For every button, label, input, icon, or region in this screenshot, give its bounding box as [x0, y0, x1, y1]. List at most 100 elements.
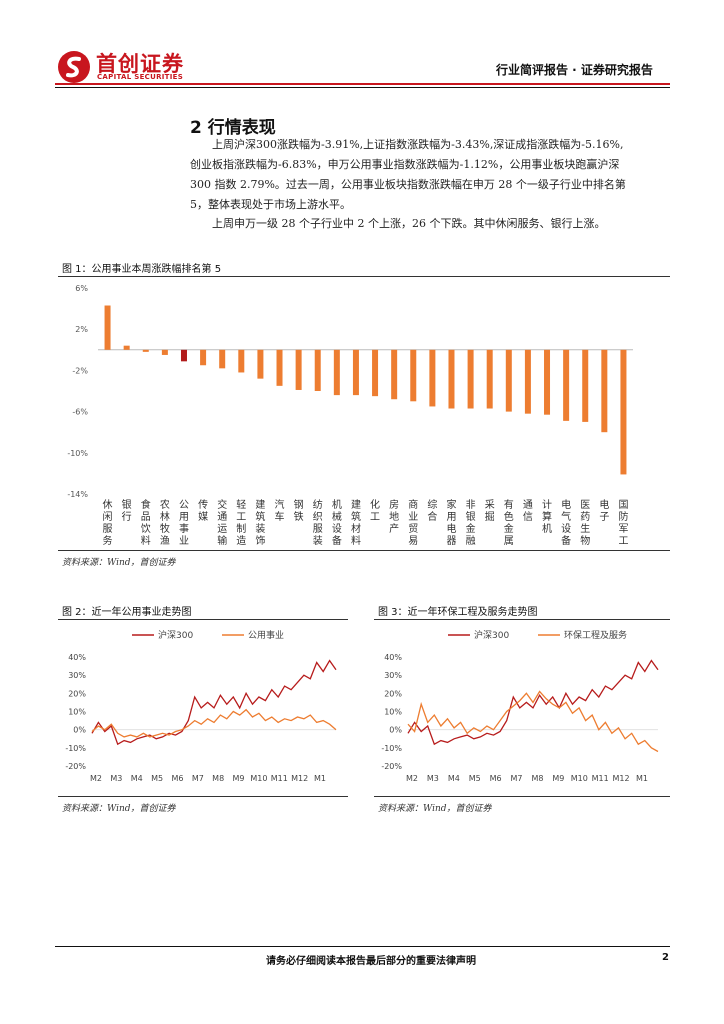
category-label-char: 钢 — [294, 498, 304, 511]
bar-传媒 — [200, 349, 207, 366]
category-label-char: 业 — [408, 511, 418, 523]
category-label-char: 材 — [351, 522, 361, 535]
category-label-char: 饰 — [255, 534, 265, 547]
x-tick-label: M11 — [592, 774, 609, 783]
bar-交通运输 — [219, 349, 226, 369]
legend-label-公用事业: 公用事业 — [248, 629, 284, 641]
category-label-char: 合 — [427, 510, 437, 523]
fig2-source: 资料来源：Wind，首创证券 — [62, 804, 176, 814]
y-tick-label: -10% — [381, 744, 402, 753]
x-tick-label: M10 — [571, 774, 588, 783]
category-label-char: 闲 — [103, 510, 113, 523]
bar-通信 — [524, 349, 531, 414]
category-label-char: 工 — [370, 512, 380, 523]
y-tick-label: -6% — [72, 408, 88, 417]
bar-银行 — [123, 345, 130, 350]
series-line-沪深300 — [407, 659, 659, 746]
x-tick-label: M3 — [110, 774, 122, 783]
bar-建筑材料 — [352, 349, 359, 396]
category-label-char: 装 — [255, 522, 265, 535]
series-line-公用事业 — [91, 708, 337, 738]
category-label-char: 公 — [179, 500, 189, 511]
category-label-char: 国 — [618, 499, 628, 511]
paragraph-market: 上周沪深300涨跌幅为-3.91%,上证指数涨跌幅为-3.43%,深证成指涨跌幅… — [190, 135, 670, 215]
category-label-char: 信 — [523, 511, 533, 523]
y-tick-label: 30% — [384, 671, 402, 680]
category-label-char: 品 — [141, 511, 151, 523]
category-label-char: 运 — [217, 523, 227, 535]
category-label-char: 通 — [217, 511, 227, 523]
fig3-bottom-rule — [374, 796, 670, 797]
y-tick-label: -14% — [67, 490, 88, 499]
fig2-line-chart: 沪深300 公用事业 40% 30% 20% 10% 0% -10% -20% M2 M3 M4 M5 M… — [65, 629, 337, 783]
y-tick-label: 20% — [68, 689, 86, 698]
y-tick-label: -20% — [381, 762, 402, 771]
page-number: 2 — [662, 952, 669, 963]
category-label-char: 备 — [561, 534, 571, 547]
bar-化工 — [372, 349, 379, 397]
header-rule-red — [55, 83, 670, 85]
category-label-char: 银 — [122, 498, 132, 511]
category-label-char: 易 — [408, 535, 418, 547]
category-label-char: 算 — [542, 510, 552, 523]
category-label-char: 输 — [217, 534, 227, 547]
footer-disclaimer: 请务必仔细阅读本报告最后部分的重要法律声明 — [266, 956, 476, 967]
x-tick-label: M9 — [233, 774, 245, 783]
category-label-char: 电 — [446, 522, 456, 535]
category-label-char: 化 — [370, 498, 380, 511]
category-label-char: 家 — [446, 498, 456, 511]
para-line: 上周沪深300涨跌幅为-3.91%,上证指数涨跌幅为-3.43%,深证成指涨跌幅… — [212, 138, 624, 151]
legend-label-沪深300: 沪深300 — [474, 629, 509, 641]
report-type: 行业简评报告 · 证券研究报告 — [496, 63, 653, 77]
series-line-环保工程及服务 — [407, 690, 659, 753]
category-label-char: 综 — [427, 498, 437, 511]
bar-电子 — [601, 349, 608, 433]
category-label-char: 医 — [580, 499, 590, 511]
bar-有色金属 — [505, 349, 512, 412]
category-label-char: 铁 — [294, 510, 304, 523]
para-line: 5，整体表现处于市场上游水平。 — [190, 198, 351, 211]
fig2-top-rule — [58, 619, 348, 620]
category-label-char: 军 — [618, 523, 628, 535]
category-label-char: 非 — [466, 499, 476, 511]
x-tick-label: M11 — [271, 774, 288, 783]
category-label-char: 服 — [103, 523, 113, 535]
category-label-char: 造 — [236, 534, 246, 547]
brand-name-cn: 首创证券 — [96, 52, 184, 76]
category-label-char: 纺 — [313, 498, 323, 511]
category-label-char: 牧 — [160, 522, 170, 535]
bar-采掘 — [486, 349, 493, 409]
bar-机械设备 — [333, 349, 340, 396]
y-tick-label: 40% — [384, 653, 402, 662]
category-label-char: 物 — [580, 534, 590, 547]
x-tick-label: M4 — [448, 774, 460, 783]
category-label-char: 备 — [332, 534, 342, 547]
category-label-char: 房 — [389, 498, 399, 511]
fig3-line-chart: 沪深300 环保工程及服务 40% 30% 20% 10% 0% -10% -20% M2 M3 M4… — [381, 629, 659, 783]
category-label-char: 通 — [523, 499, 533, 511]
category-label-char: 设 — [561, 523, 571, 535]
category-label-char: 林 — [160, 510, 170, 523]
y-tick-label: 10% — [68, 708, 86, 717]
category-label-char: 银 — [466, 510, 476, 523]
category-label-char: 休 — [103, 499, 113, 511]
category-label-char: 械 — [332, 510, 342, 523]
y-tick-label: 6% — [75, 284, 88, 293]
category-label-char: 食 — [141, 498, 151, 511]
category-label-char: 气 — [561, 510, 571, 523]
legend-label-环保工程及服务: 环保工程及服务 — [564, 629, 627, 641]
category-label-char: 金 — [466, 522, 476, 535]
bar-食品饮料 — [142, 349, 149, 352]
fig1-source: 资料来源：Wind，首创证券 — [62, 558, 176, 568]
header-rule-black — [55, 87, 670, 88]
category-label-char: 媒 — [198, 511, 208, 523]
category-label-char: 防 — [618, 510, 628, 523]
logo — [57, 50, 91, 84]
category-label-char: 筑 — [255, 510, 265, 523]
y-tick-label: -10% — [65, 744, 86, 753]
y-tick-label: -20% — [65, 762, 86, 771]
category-label-char: 电 — [561, 498, 571, 511]
bar-农林牧渔 — [161, 349, 168, 355]
category-label-char: 用 — [446, 512, 456, 523]
category-label-char: 设 — [332, 523, 342, 535]
